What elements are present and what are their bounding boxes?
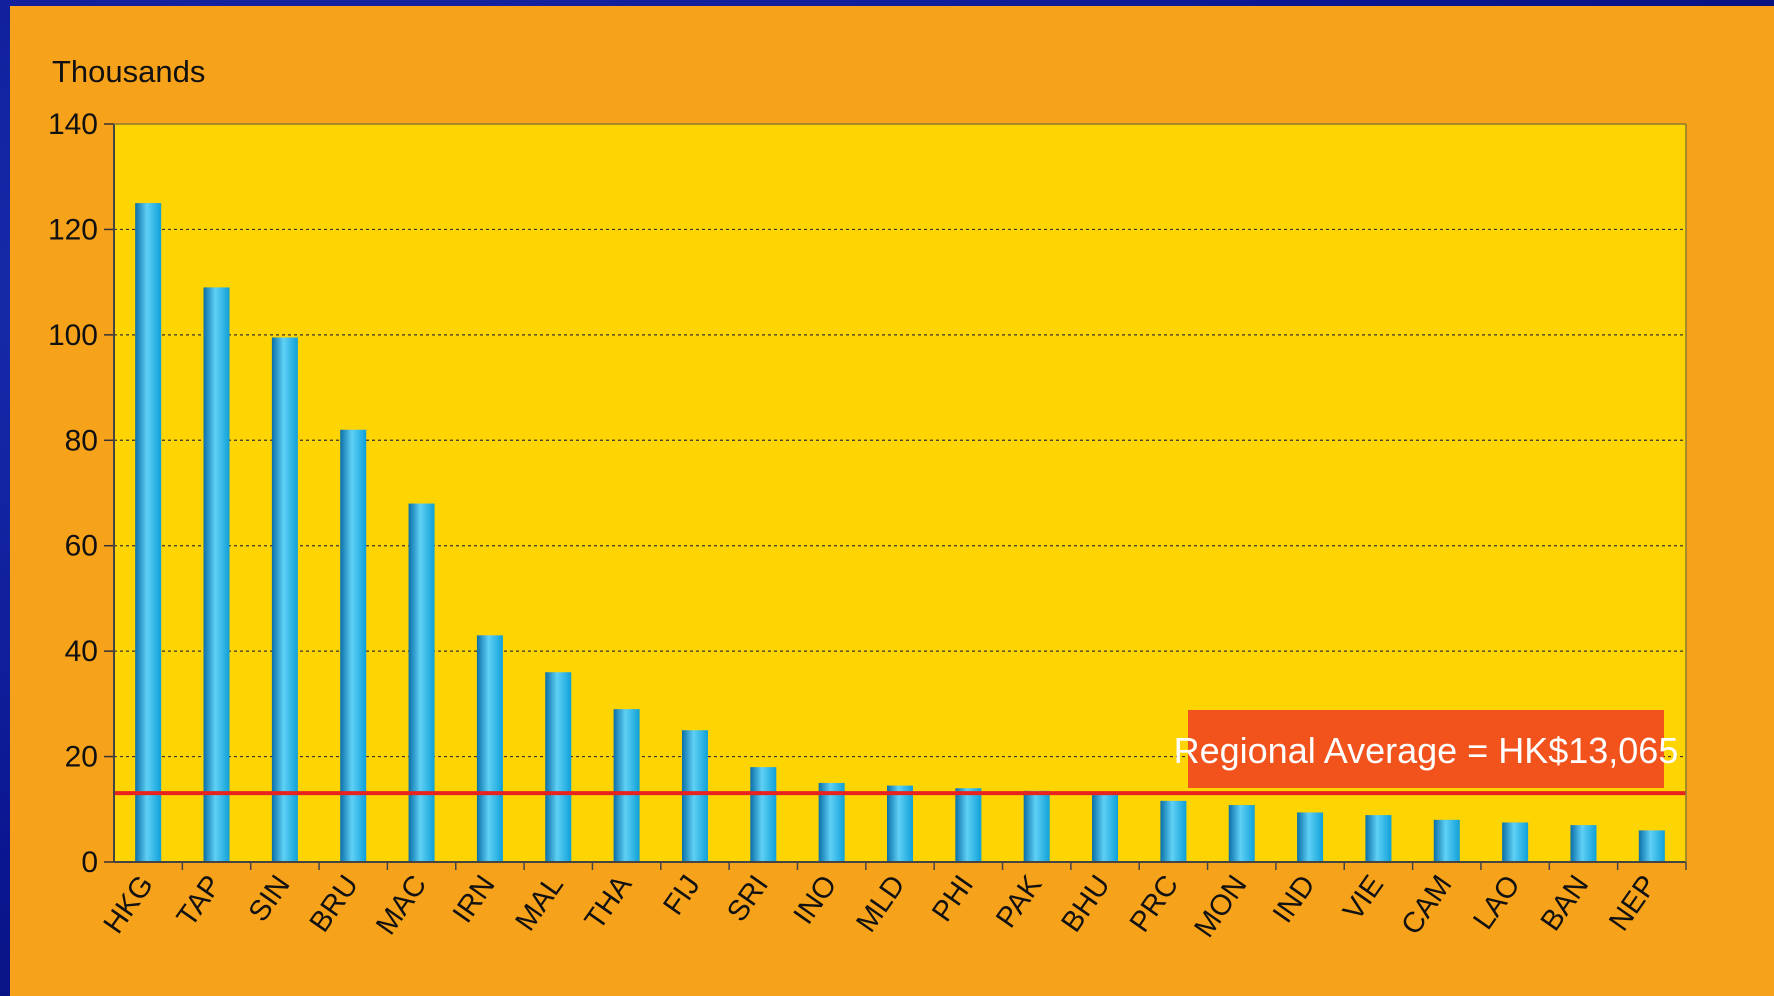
x-tick-label-tha: THA (579, 869, 639, 935)
bar-bru (340, 429, 367, 862)
gridlines (114, 228, 1686, 758)
regional-average-badge: Regional Average = HK$13,065 (1174, 710, 1679, 788)
bar-ban (1570, 825, 1597, 862)
x-tick-label-mon: MON (1188, 870, 1253, 944)
x-tick-label-nep: NEP (1603, 870, 1663, 937)
bar-irn (476, 635, 503, 862)
bar-lao (1502, 822, 1529, 862)
bar-tha (613, 709, 640, 862)
x-tick-label-hkg: HKG (98, 870, 160, 940)
bar-pak (1023, 790, 1050, 862)
x-tick-label-mld: MLD (850, 870, 911, 939)
x-tick-label-irn: IRN (447, 870, 502, 929)
bar-prc (1160, 800, 1187, 862)
y-axis-label: Thousands (52, 54, 205, 89)
x-tick-label-ind: IND (1267, 870, 1322, 929)
y-tick-label: 120 (48, 213, 98, 246)
y-tick-label: 140 (48, 108, 98, 141)
x-tick-label-bhu: BHU (1055, 870, 1116, 939)
bar-phi (955, 788, 982, 862)
bar-cam (1433, 819, 1460, 862)
chart-panel: 0 20 40 60 80 100 120 140 HKG TAP SIN BRU MAC IRN MAL… (10, 6, 1774, 996)
y-tick-label: 40 (65, 635, 98, 668)
x-tick-label-mac: MAC (370, 870, 433, 941)
regional-average-label: Regional Average = HK$13,065 (1174, 730, 1679, 771)
bar-nep (1638, 830, 1665, 862)
x-tick-label-cam: CAM (1395, 870, 1458, 941)
y-tick-label: 100 (48, 319, 98, 352)
bar-mal (545, 672, 572, 862)
x-tick-label-ino: INO (788, 870, 844, 931)
bar-sin (271, 337, 298, 862)
bar-bhu (1092, 794, 1119, 862)
y-tick-labels: 0 20 40 60 80 100 120 140 (48, 108, 98, 879)
x-tick-label-ban: BAN (1535, 870, 1595, 937)
x-tick-label-tap: TAP (171, 870, 228, 933)
x-tick-label-prc: PRC (1124, 870, 1185, 939)
x-tick-label-pak: PAK (990, 869, 1049, 934)
y-tick-label: 60 (65, 530, 98, 563)
bars (135, 203, 1665, 863)
x-tick-label-bru: BRU (304, 870, 365, 939)
x-tick-label-sin: SIN (243, 870, 297, 928)
bar-mon (1228, 805, 1255, 862)
bar-sri (750, 767, 777, 862)
bar-fij (681, 730, 708, 862)
axes (104, 123, 1687, 870)
x-tick-label-sri: SRI (721, 870, 775, 928)
bar-mld (887, 785, 913, 862)
bar-tap (203, 287, 230, 862)
regional-average-badge-bg (1188, 710, 1664, 788)
bar-ino (818, 782, 845, 862)
bar-ind (1297, 812, 1324, 862)
y-tick-label: 0 (81, 846, 98, 879)
bar-hkg (135, 203, 162, 863)
x-tick-label-vie: VIE (1337, 870, 1390, 927)
x-tick-label-phi: PHI (926, 870, 980, 928)
bar-mac (408, 503, 435, 862)
x-tick-labels: HKG TAP SIN BRU MAC IRN MAL THA FIJ SRI INO MLD PHI P… (98, 869, 1664, 943)
y-tick-label: 20 (65, 741, 98, 774)
x-tick-label-mal: MAL (510, 870, 570, 937)
x-tick-label-lao: LAO (1467, 870, 1526, 936)
bar-vie (1365, 815, 1392, 862)
bar-chart: 0 20 40 60 80 100 120 140 HKG TAP SIN BRU MAC IRN MAL… (48, 54, 1687, 943)
y-tick-label: 80 (65, 424, 98, 457)
x-tick-label-fij: FIJ (657, 870, 706, 921)
